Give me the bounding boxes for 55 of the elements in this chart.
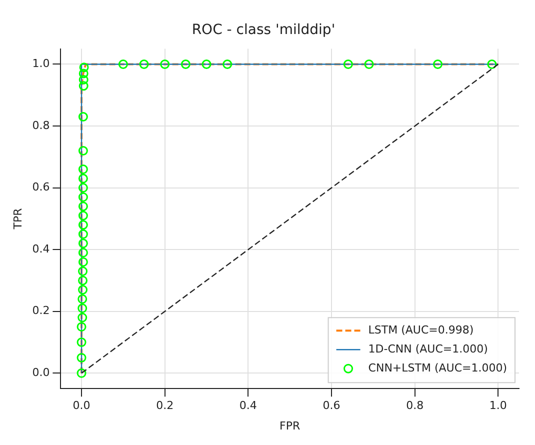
- point: [222, 59, 232, 69]
- x-tick-label: 0.4: [239, 399, 257, 412]
- point: [79, 62, 89, 72]
- point: [76, 322, 86, 332]
- legend-label: LSTM (AUC=0.998): [368, 323, 474, 336]
- point: [118, 59, 128, 69]
- legend-label: CNN+LSTM (AUC=1.000): [368, 361, 508, 374]
- point: [78, 112, 88, 122]
- point: [78, 164, 88, 174]
- point: [433, 59, 443, 69]
- point: [139, 59, 149, 69]
- x-tick-label: 1.0: [489, 399, 507, 412]
- point: [78, 183, 88, 193]
- point: [78, 266, 88, 276]
- y-tick-label: 0.4: [32, 242, 50, 256]
- y-tick-label: 0.8: [32, 118, 50, 132]
- point: [78, 174, 88, 184]
- point: [78, 238, 88, 248]
- point: [343, 59, 353, 69]
- x-tick-label: 0.0: [72, 399, 90, 412]
- point: [78, 68, 88, 78]
- point: [160, 59, 170, 69]
- point: [78, 285, 88, 294]
- chart-title: ROC - class 'milddip': [192, 22, 336, 38]
- x-tick-label: 0.6: [322, 399, 340, 412]
- point: [76, 368, 86, 378]
- x-axis-title: FPR: [280, 419, 301, 432]
- point: [78, 192, 88, 202]
- point: [202, 59, 212, 69]
- point: [487, 59, 497, 69]
- point: [364, 59, 374, 69]
- legend-label: 1D-CNN (AUC=1.000): [368, 342, 488, 356]
- y-tick-label: 0.0: [32, 366, 50, 380]
- point: [78, 229, 88, 239]
- x-tick-label: 0.2: [156, 399, 174, 412]
- y-tick-label: 0.6: [32, 180, 50, 194]
- point: [78, 146, 88, 156]
- point: [78, 81, 88, 91]
- point: [78, 248, 88, 258]
- point: [78, 220, 88, 230]
- y-tick-label: 1.0: [32, 57, 50, 70]
- point: [180, 59, 190, 69]
- point: [76, 352, 86, 362]
- x-tick-label: 0.8: [406, 399, 424, 412]
- point: [78, 294, 88, 304]
- point: [78, 304, 88, 314]
- point: [78, 312, 88, 322]
- y-axis-title: TPR: [11, 208, 24, 230]
- point: [78, 74, 88, 84]
- point: [78, 257, 88, 267]
- point: [78, 276, 88, 286]
- point: [76, 338, 86, 348]
- point: [78, 202, 88, 212]
- y-tick-label: 0.2: [32, 304, 50, 318]
- point: [78, 210, 88, 220]
